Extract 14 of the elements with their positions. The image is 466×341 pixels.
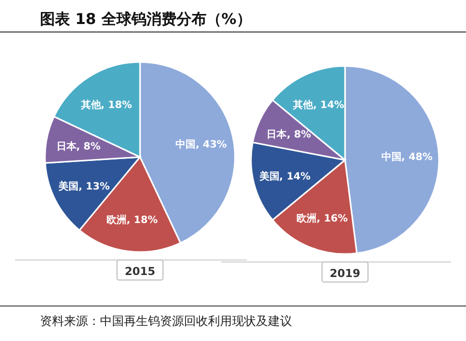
slice-label: 其他, 14% xyxy=(292,98,344,111)
slice-label: 日本, 8% xyxy=(56,140,101,152)
slice-label: 欧洲, 18% xyxy=(106,214,158,226)
slice-label: 日本, 8% xyxy=(266,128,311,141)
text: 2015 xyxy=(124,265,156,278)
slice-label: 欧洲, 16% xyxy=(296,212,348,225)
slice-label: 美国, 13% xyxy=(58,180,110,192)
chart-title: 图表 18 全球钨消费分布（%） xyxy=(40,10,252,28)
text: 资料来源：中国再生钨资源回收利用现状及建议 xyxy=(40,314,292,328)
slice-label: 美国, 14% xyxy=(258,170,311,182)
slice-label: 其他, 18% xyxy=(80,99,132,112)
text: 2019 xyxy=(330,267,360,280)
slice-label: 中国, 48% xyxy=(381,151,433,164)
slice-label: 中国, 43% xyxy=(176,138,227,150)
